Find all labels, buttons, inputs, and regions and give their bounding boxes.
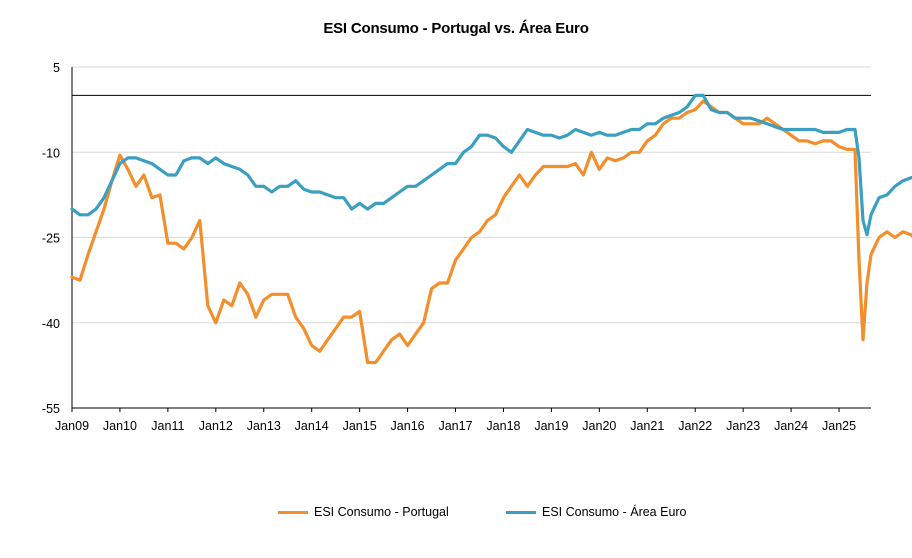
series-line-portugal	[70, 99, 912, 365]
y-tick-labels: 5 -10 -25 -40 -55	[42, 61, 60, 416]
x-tick-label: Jan24	[774, 419, 808, 433]
gridlines	[72, 66, 871, 324]
x-tick-label: Jan21	[630, 419, 664, 433]
x-tick-labels: Jan09 Jan10 Jan11 Jan12 Jan13 Jan14 Jan15 Jan16…	[55, 419, 856, 433]
x-tick-label: Jan22	[678, 419, 712, 433]
x-tick-label: Jan20	[582, 419, 616, 433]
y-tick-label: -40	[42, 317, 60, 331]
y-tick-label: -55	[42, 402, 60, 416]
x-tick-label: Jan23	[726, 419, 760, 433]
legend-item-euro: ESI Consumo - Área Euro	[506, 505, 687, 519]
legend-label-euro: ESI Consumo - Área Euro	[542, 505, 687, 519]
chart-title: ESI Consumo - Portugal vs. Área Euro	[323, 20, 589, 37]
y-tick-label: -10	[42, 146, 60, 160]
x-tick-label: Jan10	[103, 419, 137, 433]
x-tick-label: Jan14	[295, 419, 329, 433]
x-tick-label: Jan17	[438, 419, 472, 433]
axes	[71, 67, 871, 412]
y-tick-label: 5	[53, 61, 60, 75]
x-tick-label: Jan12	[199, 419, 233, 433]
series-lines	[70, 93, 912, 365]
legend-label-portugal: ESI Consumo - Portugal	[314, 505, 449, 519]
x-tick-label: Jan11	[151, 419, 184, 433]
x-tick-label: Jan25	[822, 419, 856, 433]
legend-item-portugal: ESI Consumo - Portugal	[278, 505, 449, 519]
legend-swatch-euro	[506, 510, 536, 514]
legend-swatch-portugal	[278, 510, 308, 514]
x-tick-label: Jan15	[343, 419, 377, 433]
x-tick-label: Jan16	[391, 419, 425, 433]
y-tick-label: -25	[42, 232, 60, 246]
x-tick-label: Jan13	[247, 419, 281, 433]
x-tick-label: Jan19	[534, 419, 568, 433]
series-line-euro	[70, 93, 912, 237]
x-tick-label: Jan18	[486, 419, 520, 433]
legend: ESI Consumo - Portugal ESI Consumo - Áre…	[0, 505, 912, 525]
x-tick-label: Jan09	[55, 419, 89, 433]
